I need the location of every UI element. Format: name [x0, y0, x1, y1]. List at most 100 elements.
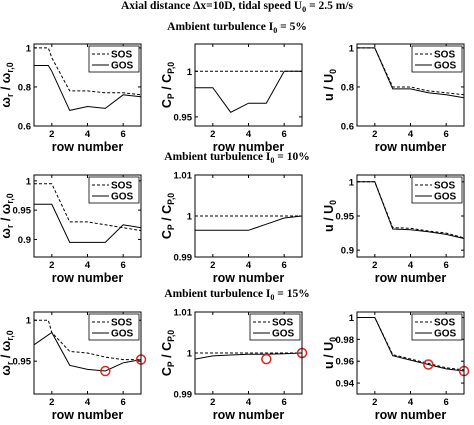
panel-5: 2 4 6 0.99 1 1.01 row number CP / CP,0 — [160, 171, 303, 285]
y-tick-label: 1 — [349, 43, 355, 54]
x-tick-label: 6 — [121, 260, 126, 271]
y-axis-label: u / U0 — [322, 69, 338, 101]
x-axis-label: row number — [375, 271, 447, 285]
x-tick-label: 4 — [246, 397, 252, 408]
y-tick-label: 0.94 — [336, 379, 355, 390]
x-tick-label: 4 — [408, 129, 414, 140]
y-axis-label: CP / CP,0 — [160, 62, 176, 108]
y-axis-label: CP / CP,0 — [160, 193, 176, 239]
series-line-gos — [357, 181, 465, 239]
y-axis-label: ωr / ωr,0 — [0, 62, 15, 107]
y-tick-label: 0.95 — [174, 112, 193, 123]
series-line-gos — [357, 47, 465, 99]
x-axis-label: row number — [52, 140, 124, 154]
y-tick-label: 1 — [349, 313, 355, 324]
legend-label: SOS — [434, 50, 455, 61]
y-tick-label: 1 — [26, 176, 32, 187]
y-tick-label: 0.8 — [18, 82, 31, 93]
series-line-gos — [33, 331, 142, 372]
x-tick-label: 2 — [49, 397, 54, 408]
panel-2: 2 4 6 0.95 1 row number CP / CP,0 — [160, 43, 303, 154]
legend-box — [249, 313, 301, 341]
axes-box — [194, 43, 303, 127]
y-tick-label: 0.6 — [341, 122, 354, 133]
x-tick-label: 6 — [121, 397, 126, 408]
y-tick-label: 0.6 — [18, 122, 31, 133]
x-axis-label: row number — [213, 140, 285, 154]
x-tick-label: 2 — [372, 129, 377, 140]
x-tick-label: 4 — [408, 260, 414, 271]
legend-label: SOS — [272, 318, 293, 329]
x-tick-label: 4 — [246, 260, 252, 271]
y-tick-label: 0.9 — [341, 246, 354, 257]
series-line-gos — [34, 203, 142, 243]
x-tick-label: 2 — [49, 129, 54, 140]
legend-box — [88, 313, 140, 341]
x-tick-label: 6 — [282, 260, 287, 271]
x-tick-label: 2 — [210, 260, 215, 271]
legend-box — [411, 313, 463, 341]
legend-label: GOS — [434, 61, 457, 72]
x-tick-label: 2 — [372, 260, 377, 271]
x-tick-label: 4 — [246, 129, 252, 140]
highlight-marker — [261, 353, 272, 365]
row-titles: Ambient turbulence I0 = 5% Ambient turbul… — [164, 21, 309, 302]
series-line-sos — [34, 183, 142, 232]
x-tick-label: 6 — [444, 129, 449, 140]
highlight-marker — [423, 359, 434, 370]
x-tick-label: 2 — [372, 397, 377, 408]
series-line-gos — [195, 215, 303, 231]
y-tick-label: 0.96 — [336, 357, 355, 368]
x-tick-label: 6 — [282, 129, 287, 140]
x-tick-label: 4 — [408, 397, 414, 408]
legend-label: GOS — [434, 192, 457, 203]
x-axis-label: row number — [213, 408, 285, 422]
x-tick-label: 2 — [210, 129, 215, 140]
y-tick-label: 1.01 — [174, 308, 193, 319]
row-title-3: Ambient turbulence I0 = 15% — [164, 288, 309, 302]
x-axis-label: row number — [375, 140, 447, 154]
x-tick-label: 6 — [282, 397, 287, 408]
y-tick-label: 0.95 — [13, 357, 32, 368]
x-tick-label: 4 — [85, 260, 91, 271]
legend-label: SOS — [434, 181, 455, 192]
legend-label: SOS — [111, 318, 132, 329]
x-axis-label: row number — [52, 408, 124, 422]
x-tick-label: 6 — [121, 129, 126, 140]
row-title-1: Ambient turbulence I0 = 5% — [167, 21, 307, 35]
series-line-sos — [34, 47, 142, 96]
y-tick-label: 1 — [26, 43, 32, 54]
legend-box — [88, 176, 140, 204]
legend-label: GOS — [111, 329, 134, 340]
y-tick-label: 0.99 — [174, 253, 193, 264]
y-tick-label: 1 — [349, 177, 355, 188]
y-axis-label: ωr / ωr,0 — [0, 330, 15, 375]
y-axis-label: u / U0 — [322, 200, 338, 232]
x-tick-label: 6 — [444, 397, 449, 408]
series-line-gos — [195, 70, 302, 113]
series-line-sos — [34, 319, 141, 361]
legend-label: SOS — [111, 181, 132, 192]
y-tick-label: 1 — [187, 67, 193, 78]
highlight-marker — [100, 365, 111, 377]
y-tick-label: 0.9 — [18, 235, 31, 246]
series-line-gos — [194, 352, 303, 360]
y-axis-label: u / U0 — [322, 337, 338, 369]
legend-label: GOS — [434, 329, 457, 340]
y-tick-label: 1 — [187, 212, 193, 223]
legend-label: GOS — [111, 61, 134, 72]
series-line-gos — [34, 65, 142, 111]
